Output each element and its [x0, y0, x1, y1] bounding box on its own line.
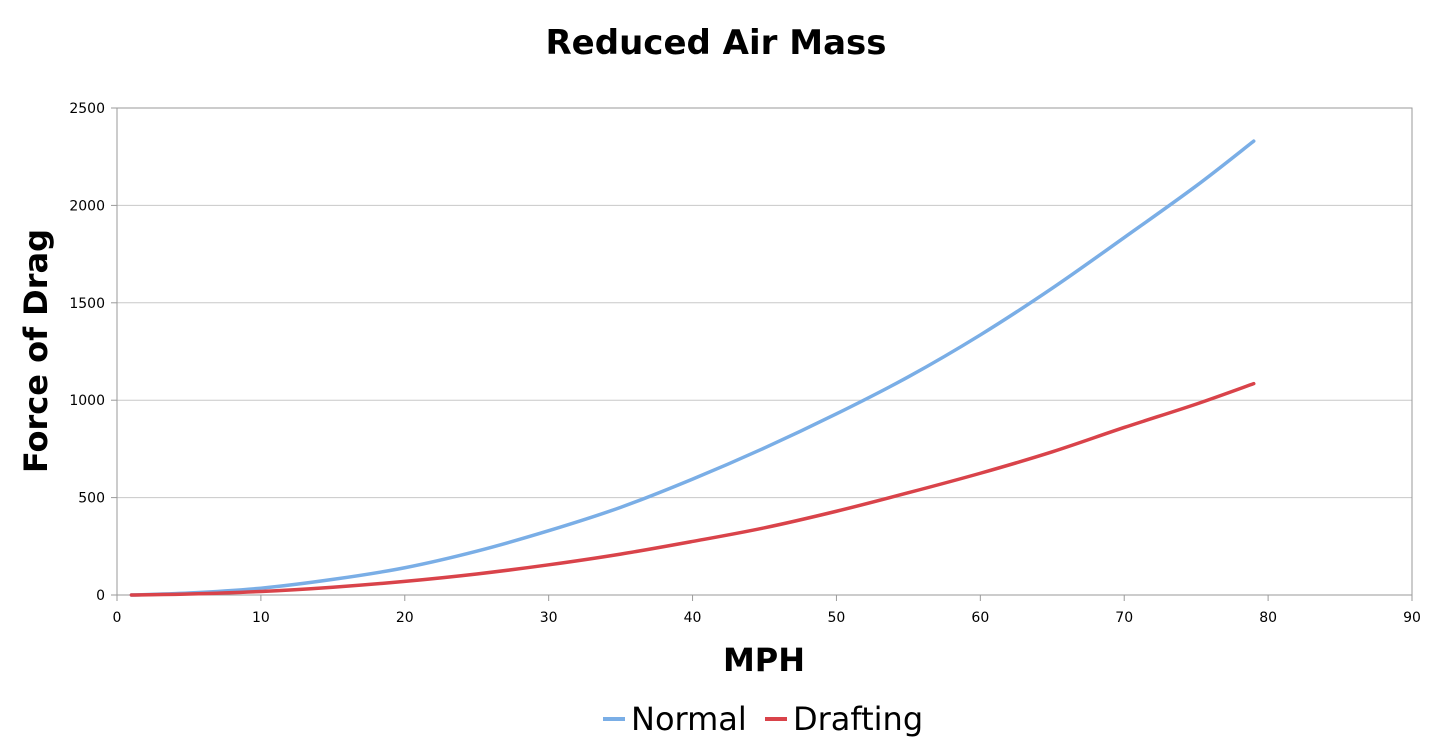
x-axis-ticks: 0 10 20 30 40 50 60 70 80 90 — [113, 595, 1421, 626]
plot-area-frame — [116, 107, 1413, 596]
x-tick-label: 40 — [684, 610, 702, 626]
legend-label-normal: Normal — [631, 700, 747, 738]
y-tick-label: 1000 — [69, 393, 105, 409]
x-tick-label: 10 — [252, 610, 270, 626]
x-tick-label: 20 — [396, 610, 414, 626]
series-line-normal — [129, 139, 1256, 597]
x-axis-title: MPH — [723, 641, 805, 679]
chart-title: Reduced Air Mass — [546, 23, 887, 63]
y-axis-title: Force of Drag — [17, 229, 55, 473]
y-tick-label: 2000 — [69, 198, 105, 214]
x-tick-label: 80 — [1259, 610, 1277, 626]
series-line-drafting — [129, 381, 1256, 597]
legend: Normal Drafting — [603, 700, 923, 738]
x-tick-label: 0 — [113, 610, 122, 626]
y-tick-label: 2500 — [69, 101, 105, 117]
series-lines — [129, 139, 1256, 597]
grid-lines — [117, 204, 1412, 499]
x-tick-label: 60 — [971, 610, 989, 626]
x-tick-label: 70 — [1115, 610, 1133, 626]
y-tick-label: 1500 — [69, 296, 105, 312]
y-tick-label: 500 — [78, 491, 105, 507]
y-axis-ticks: 0 500 1000 1500 2000 2500 — [69, 101, 117, 604]
y-tick-label: 0 — [96, 588, 105, 604]
x-tick-label: 90 — [1403, 610, 1421, 626]
x-tick-label: 50 — [828, 610, 846, 626]
legend-label-drafting: Drafting — [793, 700, 923, 738]
x-tick-label: 30 — [540, 610, 558, 626]
